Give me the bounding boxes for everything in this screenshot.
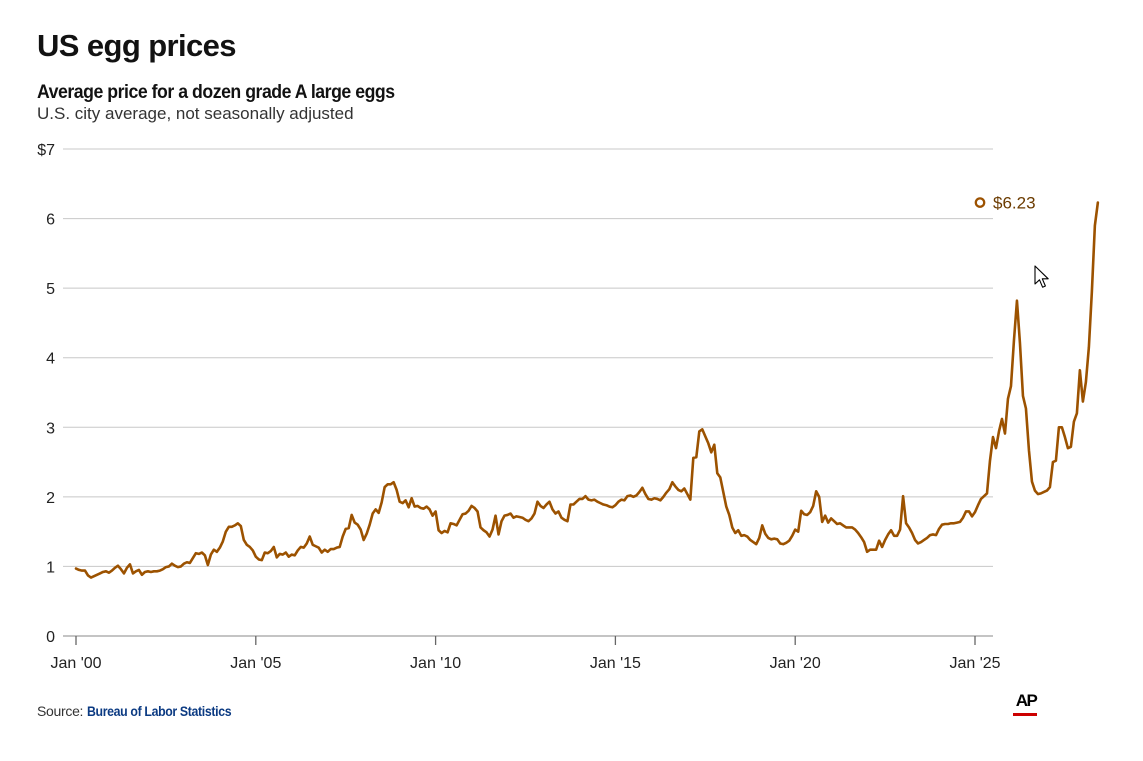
x-tick-label: Jan '10 [410,655,461,672]
x-tick-label: Jan '05 [230,655,281,672]
chart-title: US egg prices [37,28,237,63]
y-tick-label: $7 [37,142,55,159]
annotation-layer: $6.23 [974,194,1036,213]
y-tick-label: 3 [46,420,55,437]
chart-description: U.S. city average, not seasonally adjust… [37,104,354,123]
source-link[interactable]: Bureau of Labor Statistics [86,703,232,719]
y-tick-label: 4 [46,351,55,368]
chart-subtitle: Average price for a dozen grade A large … [37,82,395,103]
ap-logo-bar [1013,713,1037,716]
source-label: Source: [37,703,87,719]
y-tick-label: 6 [46,212,55,229]
mouse-cursor-icon [1034,265,1049,288]
y-tick-label: 1 [46,559,55,576]
source-note: Source: Bureau of Labor Statistics [37,703,251,719]
x-tick-label: Jan '25 [949,655,1000,672]
y-tick-label: 2 [46,490,55,507]
series-line [74,201,1100,579]
y-axis: 0 1 2 3 4 5 6 $7 [37,142,55,646]
gridlines [63,148,993,567]
series-layer [74,201,1100,579]
x-tick-label: Jan '00 [50,655,101,672]
x-tick-label: Jan '15 [590,655,641,672]
x-axis: Jan '00 Jan '05 Jan '10 Jan '15 Jan '20 Jan '… [50,635,1001,672]
x-tick-label: Jan '20 [770,655,821,672]
ap-logo: AP [1013,692,1039,718]
y-tick-label: 0 [46,629,55,646]
end-point-label: $6.23 [993,194,1036,213]
ap-logo-text: AP [1015,691,1038,710]
y-tick-label: 5 [46,281,55,298]
end-point-marker [974,197,986,208]
